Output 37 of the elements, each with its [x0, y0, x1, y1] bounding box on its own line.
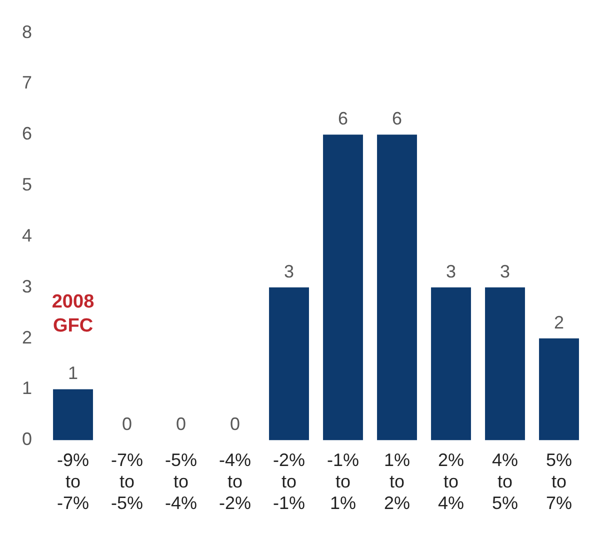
data-label: 0 [230, 414, 240, 434]
data-label: 6 [338, 108, 348, 129]
data-label: 0 [122, 414, 132, 434]
bar [539, 338, 579, 440]
x-tick-label: 4% to 5% [492, 450, 518, 514]
x-tick-label: 1% to 2% [384, 450, 410, 514]
data-label: 1 [68, 363, 78, 384]
x-tick-label: 5% to 7% [546, 450, 572, 514]
y-tick-label: 2 [22, 327, 32, 348]
x-tick-label: -9% to -7% [57, 450, 90, 514]
bar [485, 287, 525, 440]
x-tick-label: 2% to 4% [438, 450, 464, 514]
bar [53, 389, 93, 440]
data-label: 6 [392, 108, 402, 129]
x-tick-label: -2% to -1% [273, 450, 306, 514]
bar [377, 134, 417, 440]
data-label: 3 [500, 261, 510, 282]
data-label: 2 [554, 312, 564, 332]
x-tick-label: -5% to -4% [165, 450, 198, 514]
x-tick-label: -7% to -5% [111, 450, 144, 514]
data-label: 3 [284, 261, 294, 282]
y-tick-label: 0 [22, 429, 32, 450]
y-tick-label: 6 [22, 124, 32, 144]
bar [269, 287, 309, 440]
x-tick-label: -4% to -2% [219, 450, 252, 514]
y-tick-label: 7 [22, 72, 32, 93]
bar [431, 287, 471, 440]
y-tick-label: 1 [22, 378, 32, 398]
x-tick-label: -1% to 1% [326, 450, 360, 514]
y-tick-label: 5 [22, 174, 32, 195]
data-label: 3 [446, 261, 456, 282]
y-tick-label: 3 [22, 276, 32, 296]
y-tick-label: 8 [22, 22, 32, 42]
bar [323, 134, 363, 440]
annotation: 2008 GFC [52, 292, 94, 337]
data-label: 0 [176, 414, 186, 434]
y-tick-label: 4 [22, 225, 32, 246]
